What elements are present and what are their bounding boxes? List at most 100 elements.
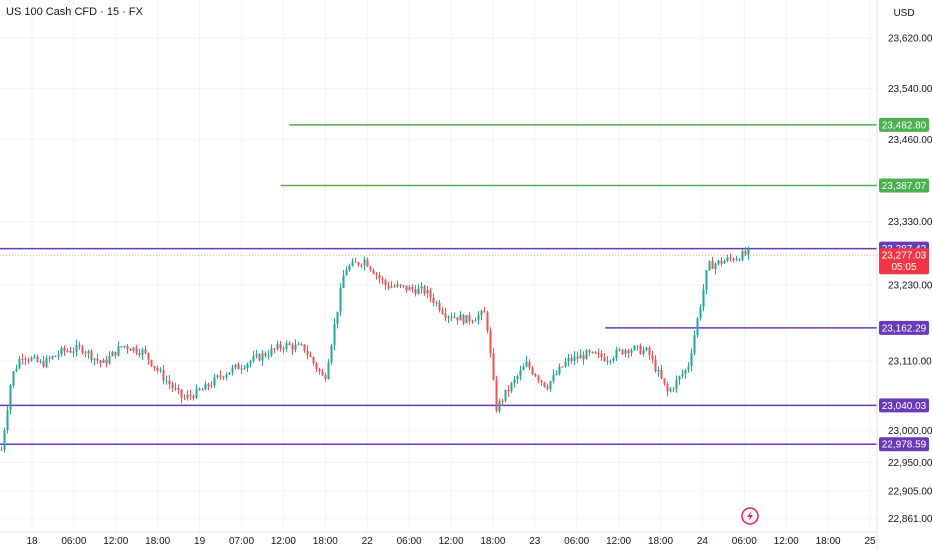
candle-body <box>378 274 381 279</box>
candle-body <box>78 345 81 347</box>
candle-body <box>414 289 417 295</box>
candle-body <box>633 346 636 351</box>
x-tick-label: 18 <box>26 536 38 547</box>
level-price-tag <box>879 320 929 335</box>
candle-body <box>129 349 132 351</box>
currency-button[interactable]: USD <box>884 6 924 22</box>
candle-body <box>432 297 435 304</box>
candle-body <box>423 286 426 294</box>
candle-body <box>681 374 684 377</box>
candle-body <box>420 286 423 289</box>
price-axis[interactable]: 23,620.00 23,540.00 23,460.00 23,330.00 23,2… <box>888 34 932 526</box>
lightning-icon[interactable] <box>741 507 759 525</box>
candle-body <box>543 382 546 387</box>
candle-body <box>66 351 69 353</box>
candle-body <box>573 356 576 361</box>
x-tick-label: 06:00 <box>397 536 422 547</box>
candle-body <box>327 362 330 380</box>
candle-body <box>321 371 324 376</box>
y-tick-label: 23,330.00 <box>888 217 932 228</box>
candle-body <box>60 347 63 355</box>
candle-body <box>144 349 147 353</box>
level-price-tag <box>879 178 929 193</box>
candle-body <box>651 355 654 360</box>
candle-body <box>693 335 696 353</box>
candle-body <box>369 266 372 270</box>
candle-body <box>375 273 378 275</box>
candle-body <box>354 261 357 263</box>
candle-body <box>261 353 264 361</box>
time-axis[interactable]: 18 06:00 12:00 18:00 19 07:00 12:00 18:00 22 06:0… <box>26 536 876 547</box>
candle-body <box>447 316 450 318</box>
x-tick-label: 06:00 <box>732 536 757 547</box>
candle-body <box>87 351 90 354</box>
level-price-label: 23,387.07 <box>882 181 927 192</box>
last-price-tag <box>879 248 929 275</box>
candle-body <box>678 376 681 380</box>
candle-body <box>699 307 702 319</box>
candle-body <box>597 353 600 355</box>
candle-body <box>33 356 36 358</box>
candle-body <box>534 373 537 377</box>
candle-body <box>234 364 237 368</box>
candle-body <box>465 315 468 324</box>
candle-body <box>624 350 627 354</box>
candle-body <box>642 350 645 355</box>
candle-body <box>306 350 309 355</box>
candle-body <box>672 388 675 390</box>
horizontal-levels[interactable] <box>0 124 877 445</box>
candle-body <box>477 315 480 321</box>
candle-body <box>99 360 102 363</box>
candle-body <box>576 356 579 359</box>
candle-body <box>201 389 204 391</box>
y-tick-label: 23,000.00 <box>888 426 932 437</box>
candle-body <box>300 344 303 346</box>
candle-body <box>117 346 120 356</box>
candle-body <box>279 344 282 349</box>
candle-body <box>741 251 744 261</box>
candle-body <box>708 261 711 271</box>
candle-body <box>339 287 342 312</box>
candle-body <box>147 352 150 360</box>
y-tick-label: 23,460.00 <box>888 135 932 146</box>
candle-body <box>429 289 432 298</box>
candle-body <box>726 257 729 261</box>
candle-body <box>6 410 9 431</box>
candle-body <box>570 357 573 361</box>
candle-body <box>489 330 492 354</box>
candle-body <box>174 387 177 389</box>
chart-grid <box>0 0 877 532</box>
candle-body <box>621 349 624 354</box>
candle-body <box>690 352 693 367</box>
candle-body <box>45 357 48 367</box>
candle-body <box>468 315 471 322</box>
candle-body <box>315 363 318 370</box>
candle-body <box>528 361 531 368</box>
candle-body <box>294 344 297 350</box>
candle-body <box>18 358 21 369</box>
x-tick-label: 06:00 <box>564 536 589 547</box>
candle-body <box>393 286 396 288</box>
candle-body <box>102 359 105 363</box>
candle-body <box>702 289 705 308</box>
x-tick-label: 25 <box>864 536 876 547</box>
candle-body <box>408 286 411 291</box>
candle-body <box>411 286 414 290</box>
candle-body <box>483 310 486 313</box>
level-price-label: 23,162.29 <box>882 323 927 334</box>
candle-body <box>567 357 570 362</box>
candle-body <box>15 368 18 372</box>
y-tick-label: 22,905.00 <box>888 486 932 497</box>
candlestick-series <box>0 246 750 453</box>
candle-body <box>273 348 276 350</box>
candle-body <box>198 388 201 390</box>
candle-body <box>426 289 429 294</box>
candle-body <box>546 386 549 389</box>
candle-body <box>258 354 261 361</box>
candle-body <box>564 361 567 367</box>
candle-body <box>156 367 159 371</box>
candle-body <box>81 346 84 353</box>
candle-body <box>390 286 393 288</box>
candle-body <box>618 349 621 351</box>
